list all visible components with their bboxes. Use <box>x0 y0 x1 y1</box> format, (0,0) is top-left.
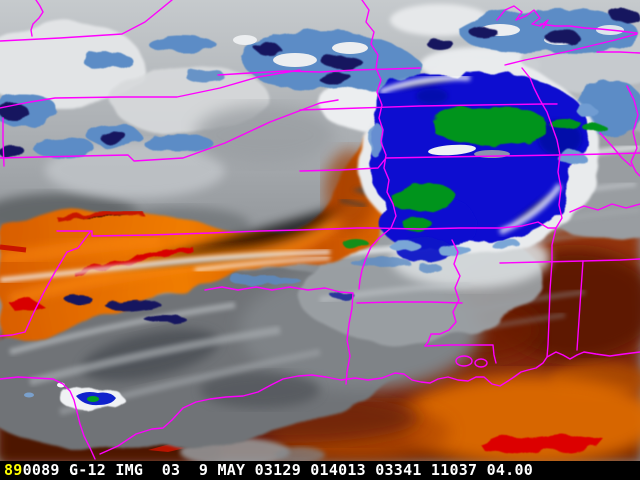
red-river-boundary <box>204 286 354 385</box>
status-bar: 890089 G-12 IMG 03 9 MAY 03129 014013 03… <box>0 461 640 480</box>
satellite-image-area <box>0 0 640 461</box>
great-lakes-shoreline <box>496 5 638 34</box>
rope-cloud <box>0 250 331 282</box>
lake-outline <box>455 355 473 367</box>
storm-coldest-core-green <box>432 107 546 147</box>
gulf-coastline <box>99 351 640 455</box>
image-info-text: 0089 G-12 IMG 03 9 MAY 03129 014013 0334… <box>22 461 534 479</box>
frame-number-label: 89 <box>4 461 23 479</box>
river-boundary <box>30 0 44 37</box>
rio-grande-boundary <box>0 376 96 460</box>
coastal-storm-cells <box>24 382 124 410</box>
hot-spot-gulf <box>480 434 605 454</box>
goes-ir-satellite-image <box>0 0 640 461</box>
missouri-river-boundary <box>358 0 397 290</box>
mississippi-river-boundary <box>424 239 461 347</box>
lake-outline <box>474 358 488 368</box>
state-boundary-overlay <box>0 0 640 460</box>
